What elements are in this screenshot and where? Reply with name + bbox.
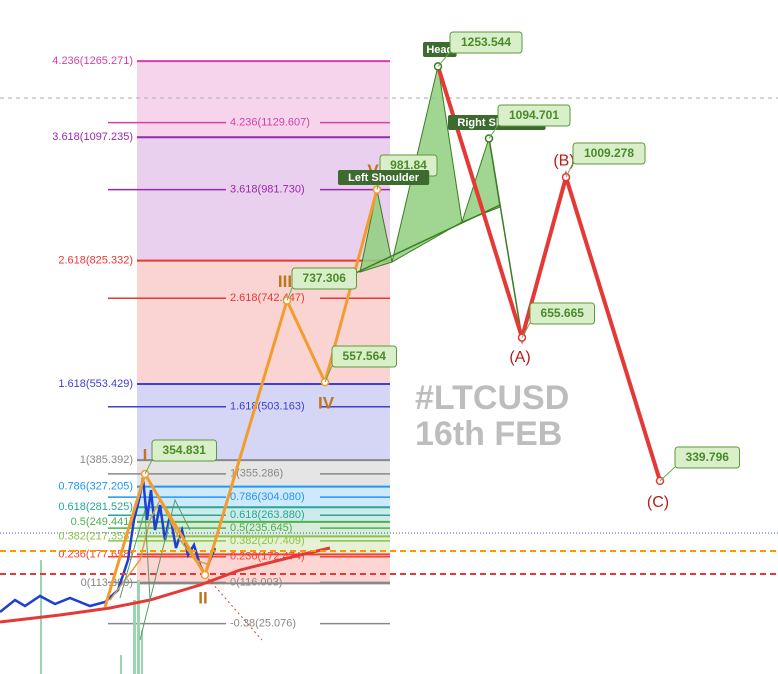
watermark: 16th FEB bbox=[415, 415, 562, 453]
connector bbox=[488, 137, 523, 339]
callout-box bbox=[529, 302, 595, 325]
callout-value: 1094.701 bbox=[509, 108, 559, 122]
fib-label: 0.5(249.441) bbox=[71, 516, 133, 528]
fib-bands bbox=[137, 61, 390, 584]
wave-label: (A) bbox=[509, 349, 530, 366]
fib-levels: 4.236(1265.271) 3.618(1097.235) 2.618(825.… bbox=[52, 55, 390, 630]
wave-label: III bbox=[278, 272, 292, 291]
fib-label: 1(355.286) bbox=[230, 468, 283, 480]
volume-bar bbox=[137, 580, 140, 674]
correction-wave bbox=[436, 65, 662, 482]
callout-value: 354.831 bbox=[163, 443, 207, 457]
fib-label: 0.786(304.080) bbox=[230, 491, 305, 503]
price-line bbox=[0, 477, 217, 613]
callout-box bbox=[572, 142, 646, 165]
fib-label: 0.618(281.525) bbox=[58, 501, 133, 513]
callout-connector bbox=[286, 287, 293, 301]
pattern-tag bbox=[338, 170, 430, 185]
waves: I354.831IIIII737.306IV557.564V981.84(A)6… bbox=[103, 31, 740, 607]
callout-value: 339.796 bbox=[686, 450, 730, 464]
callout-connector bbox=[437, 51, 451, 67]
fib-label: 3.618(981.730) bbox=[230, 184, 305, 196]
fib-label: 0.618(263.880) bbox=[230, 509, 305, 521]
fib-label: 4.236(1265.271) bbox=[52, 55, 133, 67]
wave-label: II bbox=[198, 588, 207, 607]
callout-connector bbox=[659, 466, 676, 482]
fib-label: 0(116.003) bbox=[230, 576, 282, 588]
fib-label: 4.236(1129.607) bbox=[230, 117, 310, 129]
watermark: #LTCUSD bbox=[415, 379, 569, 417]
fib-label: 1.618(553.429) bbox=[58, 378, 133, 390]
callout-value: 737.306 bbox=[303, 271, 347, 285]
volume-bar bbox=[133, 600, 136, 674]
callout-value: 1253.544 bbox=[461, 35, 511, 49]
callout-connector bbox=[565, 162, 574, 178]
callout-value: 981.84 bbox=[390, 158, 427, 172]
callout-box bbox=[497, 104, 571, 127]
fib-label: 0.382(207.409) bbox=[230, 535, 305, 547]
fib-label: 0.786(327.205) bbox=[58, 480, 133, 492]
pattern-label: Head bbox=[426, 44, 453, 56]
callout-connector bbox=[521, 322, 531, 338]
callout-connector bbox=[144, 459, 153, 475]
pattern-tag bbox=[423, 42, 457, 57]
fib-band bbox=[137, 137, 390, 261]
fib-band bbox=[137, 554, 390, 584]
fib-label: 0.382(217.358) bbox=[58, 530, 133, 542]
fib-label: 0.5(235.645) bbox=[230, 522, 292, 534]
fib-label: -0.38(25.076) bbox=[230, 618, 296, 630]
volume-bar bbox=[120, 655, 122, 674]
volume-bar bbox=[141, 630, 143, 674]
fib-label: 2.618(742.447) bbox=[230, 292, 305, 304]
indicator bbox=[119, 498, 191, 641]
moving-average bbox=[0, 546, 331, 624]
callout-box bbox=[151, 439, 217, 462]
callout-value: 1009.278 bbox=[584, 146, 634, 160]
wave-label: (B) bbox=[553, 152, 574, 169]
wave-label: I bbox=[143, 446, 148, 465]
neckline bbox=[344, 204, 501, 279]
fib-label: 1.618(503.163) bbox=[230, 401, 305, 413]
callout-value: 557.564 bbox=[343, 349, 387, 363]
wave-label: IV bbox=[318, 394, 335, 413]
fib-label: 3.618(1097.235) bbox=[52, 131, 133, 143]
fib-band bbox=[137, 61, 390, 138]
fib-band bbox=[137, 521, 390, 537]
wave-label: (C) bbox=[647, 494, 669, 511]
fib-band bbox=[137, 486, 390, 508]
callout-connector bbox=[488, 124, 499, 139]
callout-connector bbox=[324, 365, 333, 383]
fib-label: 1(385.392) bbox=[80, 454, 133, 466]
callout-box bbox=[291, 267, 357, 290]
pattern-label: Left Shoulder bbox=[348, 172, 420, 184]
callout-box bbox=[331, 345, 397, 368]
wave-point bbox=[200, 570, 210, 580]
callout-box bbox=[449, 31, 523, 54]
shoulder bbox=[359, 189, 393, 273]
fib-label: 2.618(825.332) bbox=[58, 255, 133, 267]
fib-band bbox=[137, 507, 390, 522]
callout-box bbox=[674, 446, 740, 469]
callout-value: 655.665 bbox=[541, 306, 585, 320]
